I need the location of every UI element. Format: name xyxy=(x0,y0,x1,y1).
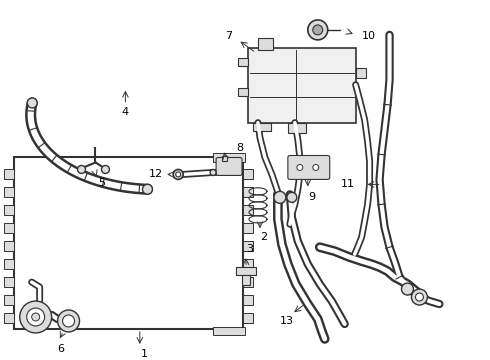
Bar xyxy=(238,88,248,96)
Bar xyxy=(243,313,253,323)
Bar xyxy=(243,259,253,269)
Text: 9: 9 xyxy=(308,192,316,202)
Circle shape xyxy=(173,170,183,179)
Text: 2: 2 xyxy=(260,232,268,242)
Circle shape xyxy=(313,25,323,35)
Bar xyxy=(4,295,14,305)
Circle shape xyxy=(20,301,51,333)
Bar xyxy=(213,153,245,162)
FancyBboxPatch shape xyxy=(288,156,330,179)
Bar xyxy=(243,170,253,179)
Circle shape xyxy=(412,289,427,305)
Bar xyxy=(242,275,250,285)
Bar xyxy=(4,277,14,287)
Text: 11: 11 xyxy=(341,179,355,189)
Bar xyxy=(243,223,253,233)
Bar xyxy=(243,295,253,305)
Circle shape xyxy=(287,192,297,202)
Circle shape xyxy=(210,170,216,175)
Bar xyxy=(243,205,253,215)
Bar xyxy=(4,259,14,269)
Circle shape xyxy=(143,184,152,194)
Bar xyxy=(243,277,253,287)
Text: 5: 5 xyxy=(98,179,105,188)
Circle shape xyxy=(58,310,79,332)
Circle shape xyxy=(26,308,45,326)
Text: 4: 4 xyxy=(122,107,129,117)
Bar xyxy=(213,327,245,335)
Bar xyxy=(4,241,14,251)
Bar xyxy=(222,156,227,162)
Text: 7: 7 xyxy=(225,31,232,41)
Bar xyxy=(258,38,273,50)
Bar xyxy=(253,123,271,131)
Bar xyxy=(248,48,356,123)
Circle shape xyxy=(176,172,181,177)
Bar xyxy=(14,157,243,329)
Bar xyxy=(243,241,253,251)
Circle shape xyxy=(32,313,40,321)
Bar xyxy=(243,188,253,197)
Circle shape xyxy=(297,165,303,170)
Circle shape xyxy=(308,20,328,40)
Circle shape xyxy=(401,283,414,295)
FancyBboxPatch shape xyxy=(216,157,242,175)
Circle shape xyxy=(63,315,74,327)
Bar xyxy=(238,58,248,66)
Bar xyxy=(4,205,14,215)
Bar xyxy=(288,123,306,132)
Circle shape xyxy=(101,166,109,174)
Circle shape xyxy=(274,192,286,203)
Bar xyxy=(4,223,14,233)
Text: 8: 8 xyxy=(236,143,243,153)
Bar xyxy=(356,68,366,78)
Bar xyxy=(4,313,14,323)
Text: 3: 3 xyxy=(246,244,253,254)
Text: 1: 1 xyxy=(141,349,148,359)
Text: 10: 10 xyxy=(362,31,376,41)
Bar xyxy=(4,188,14,197)
Text: 12: 12 xyxy=(149,170,163,179)
Bar xyxy=(4,170,14,179)
Circle shape xyxy=(77,166,86,174)
Text: 6: 6 xyxy=(57,344,64,354)
Circle shape xyxy=(27,98,37,108)
Circle shape xyxy=(416,293,423,301)
Text: 13: 13 xyxy=(280,316,294,326)
Bar xyxy=(236,267,256,275)
Circle shape xyxy=(313,165,319,170)
